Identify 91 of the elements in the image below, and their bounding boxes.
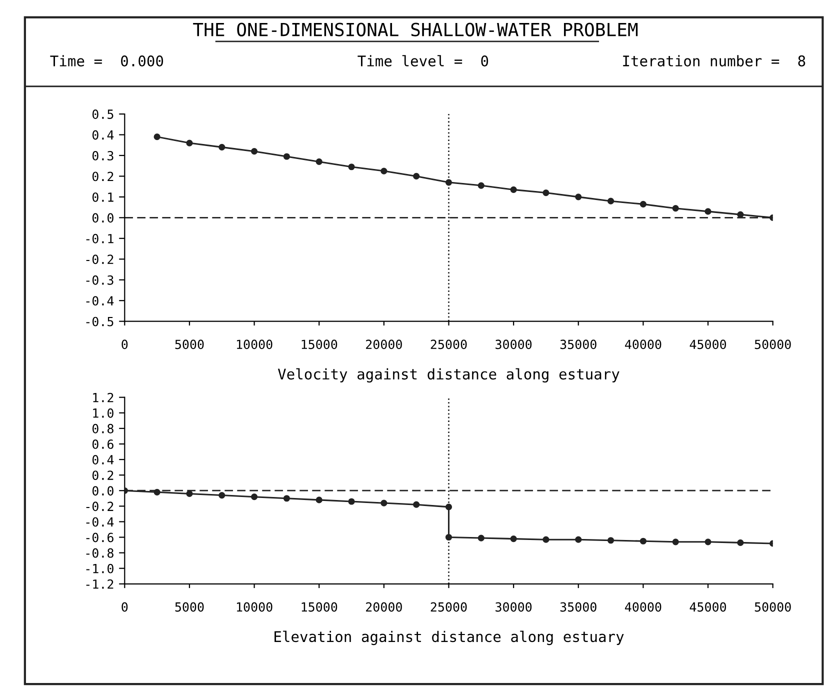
y-tick-label: -1.2 [86, 579, 114, 589]
point [640, 200, 646, 208]
x-tick-label: 15000 [302, 340, 338, 350]
x-tick-label: 5000 [175, 602, 204, 612]
point [413, 501, 420, 508]
text: Iteration number = 8 [623, 55, 806, 66]
y-tick-label: 0.2 [92, 172, 114, 182]
x-tick-label: 5000 [175, 340, 204, 350]
x-tick-label: 20000 [366, 602, 402, 612]
y-tick-label: 0.6 [92, 439, 114, 449]
point [607, 537, 614, 544]
point [607, 198, 614, 204]
point [186, 490, 193, 498]
text: Time = 0.000 [50, 55, 164, 66]
y-tick-label: 0.1 [92, 192, 114, 202]
point [510, 186, 517, 193]
y-tick-label: -0.6 [86, 532, 114, 542]
point [510, 536, 517, 542]
x-tick-label: 20000 [366, 340, 402, 350]
x-tick-label: 10000 [236, 340, 272, 350]
point [283, 495, 290, 502]
point [478, 534, 484, 542]
point [186, 140, 193, 146]
point [542, 536, 550, 543]
x-tick-label: 45000 [690, 602, 726, 612]
y-tick-label: 0.4 [92, 455, 114, 464]
point [445, 534, 452, 541]
x-axis-title: Velocity against distance along estuary [278, 368, 620, 382]
y-tick-label: 0.2 [92, 470, 114, 480]
y-tick-label: -0.4 [86, 517, 114, 527]
y-tick-label: 0.0 [92, 486, 114, 496]
x-tick-label: 25000 [430, 602, 467, 612]
point [154, 134, 160, 140]
x-tick-label: 10000 [236, 602, 272, 612]
x-tick-label: 0 [122, 340, 128, 350]
point [218, 144, 226, 150]
x-tick-label: 0 [122, 602, 128, 612]
point [640, 538, 646, 544]
point [704, 208, 712, 215]
x-tick-label: 40000 [625, 340, 662, 350]
chart-title: THE ONE-DIMENSIONAL SHALLOW-WATER PROBLEM [193, 22, 638, 36]
x-tick-label: 30000 [496, 340, 532, 350]
point [413, 172, 420, 180]
x-tick-label: 50000 [754, 602, 791, 612]
point [316, 496, 322, 504]
point [445, 504, 452, 510]
y-tick-label: -0.2 [86, 502, 114, 512]
x-tick-label: 30000 [496, 602, 532, 612]
point [250, 148, 258, 155]
y-tick-label: 1.0 [93, 408, 114, 418]
point [348, 164, 355, 170]
y-tick-label: -0.4 [86, 296, 114, 306]
point [542, 189, 550, 196]
point [154, 488, 160, 496]
point [672, 538, 679, 546]
y-tick-label: 1.2 [93, 392, 114, 402]
y-tick-label: -0.1 [86, 234, 114, 244]
point [445, 179, 452, 186]
point [218, 492, 226, 499]
point [478, 182, 484, 189]
y-tick-label: 0.3 [92, 150, 114, 160]
point [672, 205, 679, 212]
point [737, 539, 744, 546]
x-tick-label: 25000 [430, 340, 467, 350]
y-tick-label: -1.0 [86, 564, 114, 574]
y-tick-label: -0.8 [86, 548, 114, 558]
point [348, 498, 355, 505]
x-axis-title: Elevation against distance along estuary [274, 630, 624, 646]
x-tick-label: 15000 [302, 602, 338, 612]
y-tick-label: -0.5 [86, 316, 114, 326]
y-tick-label: 0.5 [92, 110, 114, 119]
x-tick-label: 35000 [560, 340, 596, 350]
x-tick-label: 35000 [560, 602, 596, 612]
x-tick-label: 50000 [754, 340, 791, 350]
point [316, 158, 322, 165]
text: Time level = 0 [358, 55, 488, 66]
y-tick-label: 0.4 [92, 130, 114, 140]
point [380, 500, 388, 506]
y-tick-label: -0.3 [86, 275, 114, 285]
point [380, 168, 388, 174]
point [575, 536, 582, 543]
y-tick-label: 0.0 [92, 213, 114, 223]
y-tick-label: -0.2 [86, 254, 114, 264]
y-tick-label: 0.8 [92, 424, 114, 434]
point [704, 538, 712, 546]
point [283, 153, 290, 160]
point [575, 194, 582, 200]
point [737, 211, 744, 218]
point [250, 494, 258, 500]
x-tick-label: 40000 [625, 602, 662, 612]
x-tick-label: 45000 [690, 340, 726, 350]
